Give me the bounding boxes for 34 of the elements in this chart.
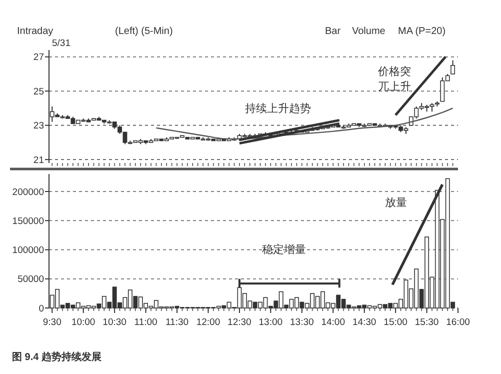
y-tick-label: 21 xyxy=(33,154,44,166)
x-tick-label: 14:00 xyxy=(321,317,346,328)
x-tick-label: 11:30 xyxy=(165,317,189,328)
annotation: 稳定增量 xyxy=(262,243,306,256)
chart-title: (Left) (5-Min) xyxy=(115,26,173,37)
annotation: 放量 xyxy=(385,197,407,209)
text: Bar xyxy=(325,26,342,37)
x-tick-label: 14:30 xyxy=(352,317,376,328)
annotation: 价格突兀上升 xyxy=(377,65,411,93)
y-tick-label: 25 xyxy=(33,86,44,98)
text: MA (P=20) xyxy=(398,26,446,37)
text: 5/31 xyxy=(52,38,70,49)
caption: 图 9.4 趋势持续发展 xyxy=(12,351,102,363)
x-tick-label: 15:00 xyxy=(384,317,408,328)
x-tick-label: 13:30 xyxy=(290,317,314,328)
y-tick-label: 100000 xyxy=(12,245,44,256)
y-tick-label: 150000 xyxy=(12,216,44,227)
y-tick-label: 27 xyxy=(33,52,44,64)
y-tick-label: 0 xyxy=(38,303,44,314)
x-tick-label: 15:30 xyxy=(414,317,439,328)
x-tick-label: 12:30 xyxy=(228,317,252,328)
x-tick-label: 10:00 xyxy=(71,317,96,328)
x-tick-label: 16:00 xyxy=(446,317,470,328)
x-tick-label: 11:00 xyxy=(134,317,158,328)
x-tick-label: 9:30 xyxy=(42,317,62,328)
annotation: 持续上升趋势 xyxy=(245,102,311,115)
y-tick-label: 50000 xyxy=(18,274,44,286)
y-tick-label: 200000 xyxy=(12,186,44,198)
text: Intraday xyxy=(17,26,54,37)
y-tick-label: 23 xyxy=(33,120,44,132)
text: Volume xyxy=(352,26,386,37)
x-tick-label: 13:00 xyxy=(258,317,283,328)
x-tick-label: 10:30 xyxy=(102,317,126,328)
x-tick-label: 12:00 xyxy=(196,317,220,328)
